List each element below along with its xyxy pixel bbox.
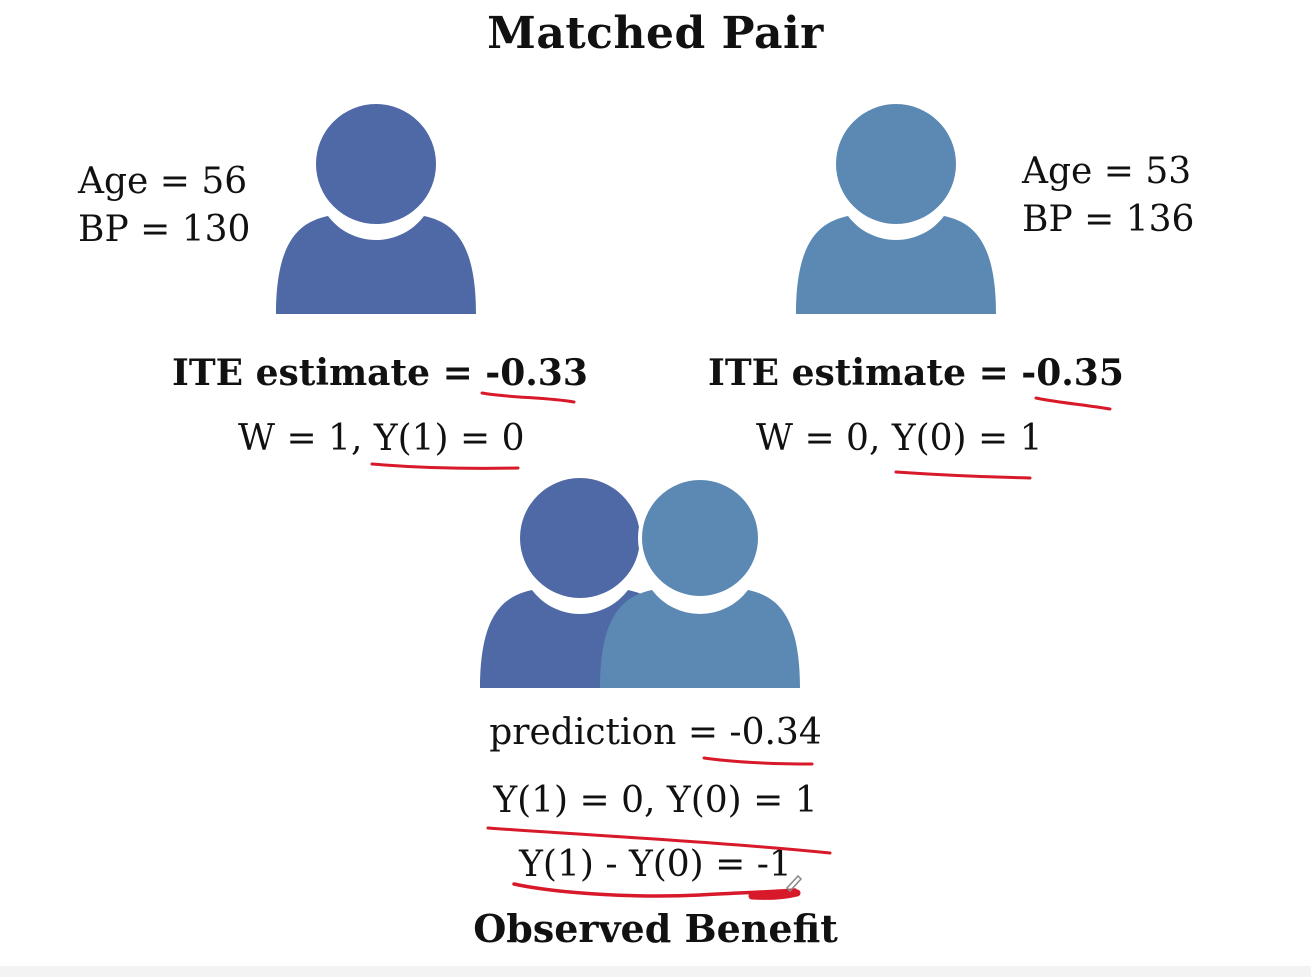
prediction-value: -0.34	[729, 712, 822, 753]
left-person-body	[276, 216, 476, 314]
right-person-body	[796, 216, 996, 314]
left-ite-label: ITE estimate =	[172, 352, 486, 394]
left-ite-value: -0.33	[485, 352, 588, 394]
right-ite-estimate: ITE estimate = -0.35	[708, 352, 1124, 394]
underline-left-outcome	[370, 462, 520, 470]
right-person-icon	[796, 104, 996, 314]
left-person-icon	[276, 104, 476, 314]
underline-difference	[512, 882, 797, 898]
observed-benefit-label: Observed Benefit	[473, 906, 838, 951]
left-outcome: Y(1) = 0	[373, 418, 525, 459]
pair-outcomes: Y(1) = 0, Y(0) = 1	[493, 780, 818, 821]
underline-difference-emphasis	[748, 889, 801, 900]
pair-difference: Y(1) - Y(0) = -1	[519, 844, 792, 885]
underline-prediction	[702, 756, 814, 766]
pair-prediction: prediction = -0.34	[0, 712, 1311, 753]
right-age: Age = 53	[1022, 151, 1192, 192]
right-ite-label: ITE estimate =	[708, 352, 1022, 394]
left-ite-estimate: ITE estimate = -0.33	[172, 352, 588, 394]
right-treatment-outcome: W = 0, Y(0) = 1	[756, 418, 1043, 459]
bottom-strip	[0, 966, 1311, 977]
right-bp: BP = 136	[1022, 199, 1195, 240]
right-attributes: Age = 53 BP = 136	[1022, 148, 1194, 244]
left-treatment-outcome: W = 1, Y(1) = 0	[238, 418, 525, 459]
prediction-label: prediction =	[489, 712, 730, 753]
underline-right-ite	[1034, 396, 1112, 411]
left-age: Age = 56	[78, 161, 248, 202]
left-treatment: W = 1,	[238, 418, 374, 459]
left-attributes: Age = 56 BP = 130	[78, 158, 250, 254]
pair-right-body	[600, 590, 800, 688]
right-person-head	[836, 104, 956, 224]
left-bp: BP = 130	[78, 209, 251, 250]
underline-left-ite	[480, 391, 576, 404]
right-ite-value: -0.35	[1021, 352, 1124, 394]
right-outcome: Y(0) = 1	[891, 418, 1043, 459]
right-treatment: W = 0,	[756, 418, 892, 459]
left-person-head	[316, 104, 436, 224]
pair-right-head	[638, 476, 762, 600]
person-pair-icon	[480, 476, 800, 688]
page-title: Matched Pair	[487, 8, 824, 59]
underline-right-outcome	[894, 470, 1032, 480]
pair-left-head	[520, 478, 640, 598]
